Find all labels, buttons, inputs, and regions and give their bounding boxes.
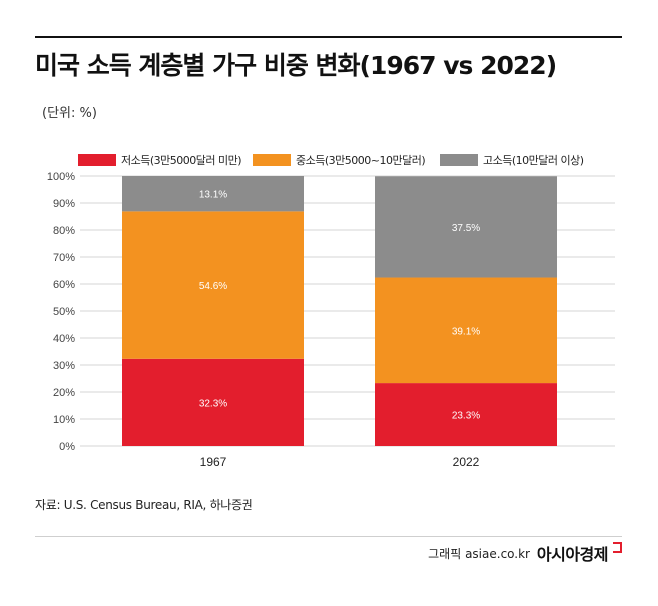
bar-segment	[122, 358, 304, 446]
bar-segment	[375, 277, 557, 384]
y-tick-label: 40%	[53, 333, 75, 345]
brand-logo: 아시아경제	[536, 545, 609, 564]
data-label: 13.1%	[199, 190, 227, 201]
bar-segment	[375, 383, 557, 446]
data-label: 32.3%	[199, 398, 227, 409]
legend-label: 저소득(3만5000달러 미만)	[121, 154, 241, 167]
legend-swatch	[253, 154, 291, 166]
data-label: 23.3%	[452, 411, 480, 422]
y-tick-label: 50%	[53, 306, 75, 318]
bar-segment	[122, 211, 304, 359]
legend-label: 고소득(10만달러 이상)	[483, 154, 584, 167]
bar-segment	[122, 176, 304, 212]
y-tick-label: 30%	[53, 360, 75, 372]
bars: 32.3% 54.6% 13.1% 23.3% 39.1% 37.5%	[122, 176, 557, 446]
y-tick-label: 60%	[53, 279, 75, 291]
x-tick-label: 1967	[200, 455, 227, 469]
y-tick-label: 0%	[59, 441, 75, 453]
y-tick-label: 70%	[53, 252, 75, 264]
source-note: 자료: U.S. Census Bureau, RIA, 하나증권	[35, 498, 253, 512]
data-label: 37.5%	[452, 223, 480, 234]
x-tick-label: 2022	[453, 455, 480, 469]
legend-label: 중소득(3만5000~10만달러)	[296, 154, 425, 167]
bar-segment	[375, 176, 557, 278]
legend-swatch	[78, 154, 116, 166]
y-tick-label: 100%	[47, 171, 75, 183]
x-axis: 1967 2022	[200, 455, 480, 469]
data-label: 39.1%	[452, 326, 480, 337]
brand-mark-icon	[613, 542, 622, 553]
unit-label: (단위: %)	[42, 106, 97, 121]
graphic-credit: 그래픽 asiae.co.kr	[428, 547, 530, 561]
legend-swatch	[440, 154, 478, 166]
y-tick-label: 20%	[53, 387, 75, 399]
data-label: 54.6%	[199, 281, 227, 292]
chart-title: 미국 소득 계층별 가구 비중 변화(1967 vs 2022)	[35, 51, 557, 80]
y-tick-label: 90%	[53, 198, 75, 210]
y-tick-label: 10%	[53, 414, 75, 426]
legend: 저소득(3만5000달러 미만) 중소득(3만5000~10만달러) 고소득(10만…	[78, 154, 584, 167]
y-tick-label: 80%	[53, 225, 75, 237]
title-rule	[35, 36, 622, 38]
stacked-bar-chart: 저소득(3만5000달러 미만) 중소득(3만5000~10만달러) 고소득(10만…	[47, 154, 615, 469]
y-axis: 0% 10% 20% 30% 40% 50% 60% 70% 80% 90% 100%	[47, 171, 75, 453]
footer-rule	[35, 536, 622, 537]
